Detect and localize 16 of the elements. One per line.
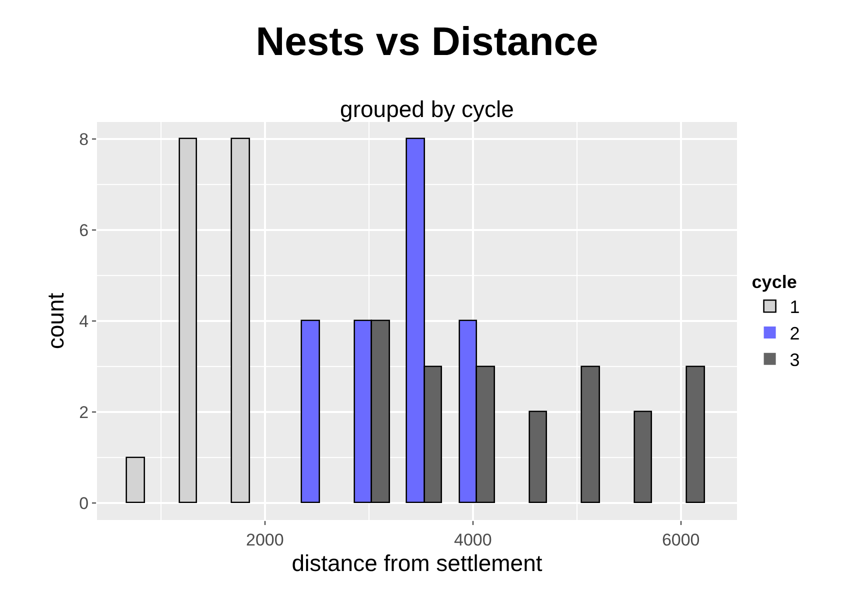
legend-label: 1 bbox=[790, 297, 800, 318]
y-axis-title: count bbox=[42, 292, 69, 350]
y-tick-label: 0 bbox=[79, 494, 89, 514]
x-axis-title: distance from settlement bbox=[292, 550, 543, 576]
x-tick-label: 2000 bbox=[246, 530, 284, 550]
y-tick-label: 4 bbox=[79, 312, 89, 331]
y-tick-label: 6 bbox=[79, 220, 89, 240]
y-tick-label: 8 bbox=[79, 130, 89, 149]
chart-title: Nests vs Distance bbox=[256, 20, 598, 64]
legend-title: cycle bbox=[752, 272, 797, 292]
y-tick-label: 2 bbox=[79, 403, 89, 422]
legend-label: 2 bbox=[790, 324, 800, 344]
legend-label: 3 bbox=[790, 350, 800, 370]
x-tick-label: 4000 bbox=[454, 530, 492, 550]
x-tick-label: 6000 bbox=[662, 530, 700, 550]
chart-subtitle: grouped by cycle bbox=[340, 96, 514, 122]
